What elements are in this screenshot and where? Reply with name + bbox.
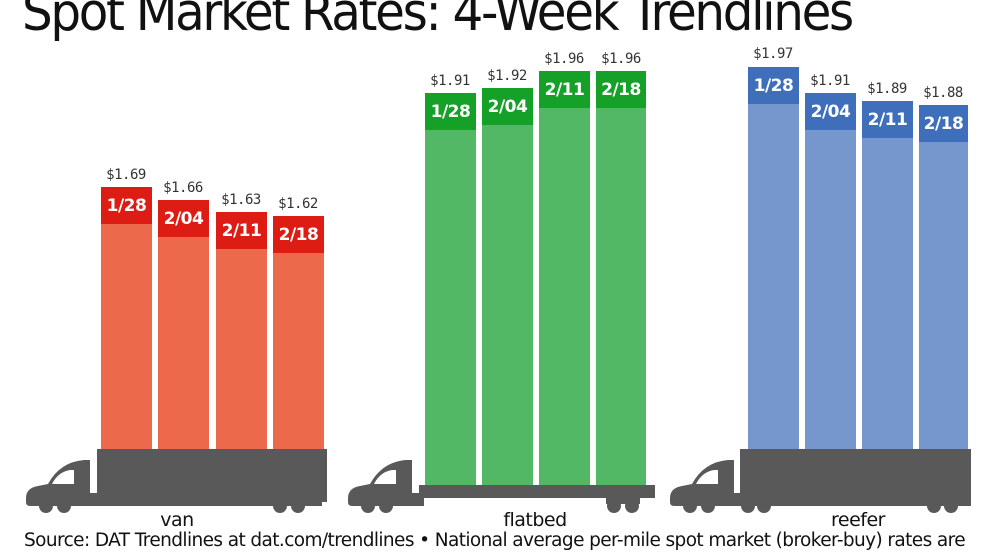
bar-reefer-3: 2/11 (862, 101, 913, 449)
category-label: reefer (831, 509, 885, 531)
bar-value: $1.69 (106, 167, 146, 183)
van-truck-icon (26, 449, 327, 513)
source-note: Source: DAT Trendlines at dat.com/trendl… (24, 530, 966, 551)
bar-date: 1/28 (425, 93, 476, 130)
bar-value: $1.63 (221, 192, 261, 208)
bar-value: $1.91 (810, 73, 850, 89)
bar-flatbed-3: 2/11 (539, 71, 590, 485)
bar-value: $1.89 (867, 81, 907, 97)
bar-reefer-4: 2/18 (919, 105, 968, 449)
bar-van-3: 2/11 (216, 212, 267, 449)
bar-reefer-2: 2/04 (805, 93, 856, 449)
bar-value: $1.66 (163, 180, 203, 196)
bar-date: 1/28 (748, 67, 799, 104)
bar-date: 2/11 (216, 212, 267, 249)
bar-date: 2/04 (158, 200, 209, 237)
bar-value: $1.62 (278, 196, 318, 212)
chart-title: Spot Market Rates: 4-Week Trendlines (22, 0, 854, 43)
category-label: flatbed (503, 509, 567, 531)
bar-date: 1/28 (101, 187, 152, 224)
bar-value: $1.97 (753, 46, 793, 62)
bar-date: 2/18 (919, 105, 968, 142)
bar-value: $1.96 (544, 51, 584, 67)
bar-flatbed-4: 2/18 (596, 71, 646, 485)
bar-date: 2/11 (539, 71, 590, 108)
bar-reefer-1: 1/28 (748, 67, 799, 449)
bar-van-2: 2/04 (158, 200, 209, 449)
bar-value: $1.91 (430, 73, 470, 89)
bar-date: 2/18 (273, 216, 324, 253)
bar-van-4: 2/18 (273, 216, 324, 449)
bar-flatbed-1: 1/28 (425, 93, 476, 485)
bar-value: $1.96 (601, 51, 641, 67)
bar-flatbed-2: 2/04 (482, 88, 533, 485)
bar-van-1: 1/28 (101, 187, 152, 449)
bar-value: $1.88 (923, 85, 963, 101)
bar-date: 2/04 (805, 93, 856, 130)
bar-date: 2/18 (596, 71, 646, 108)
category-label: van (160, 509, 194, 531)
bar-value: $1.92 (487, 68, 527, 84)
bar-date: 2/11 (862, 101, 913, 138)
bar-date: 2/04 (482, 88, 533, 125)
reefer-truck-icon (670, 449, 971, 513)
